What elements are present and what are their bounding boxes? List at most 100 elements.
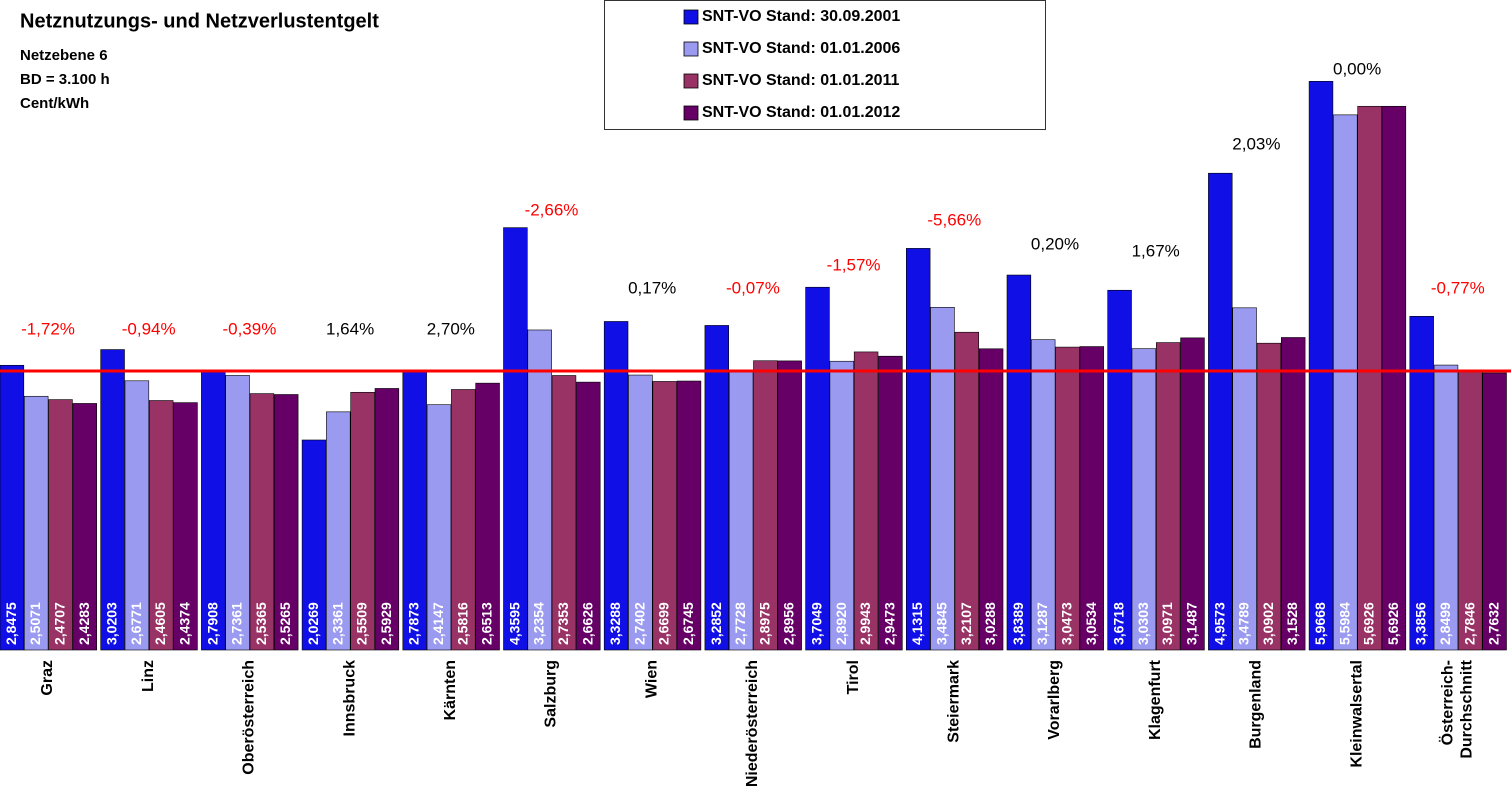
value-label: 2,7908 xyxy=(204,602,220,645)
value-label: 2,3361 xyxy=(329,602,345,645)
bar xyxy=(1031,339,1056,651)
bar xyxy=(1006,274,1032,651)
bar xyxy=(1333,114,1358,651)
value-label: 2,4605 xyxy=(152,602,168,645)
subtitle: BD = 3.100 h xyxy=(20,71,110,88)
x-tick-label: Wien xyxy=(643,660,660,698)
value-label: 3,7049 xyxy=(808,602,824,645)
bar xyxy=(676,380,702,651)
value-label: 2,4707 xyxy=(51,602,67,645)
annotation: -5,66% xyxy=(927,210,981,229)
value-label: 4,3595 xyxy=(506,602,522,645)
x-tick-label: Salzburg xyxy=(543,660,560,728)
bar xyxy=(954,331,980,651)
value-label: 2,7873 xyxy=(406,602,422,645)
annotation: -1,57% xyxy=(827,255,881,274)
bar xyxy=(576,381,601,651)
bar xyxy=(72,403,98,651)
annotation: 0,17% xyxy=(628,278,676,297)
value-label: 3,2354 xyxy=(531,602,547,645)
value-label: 5,6926 xyxy=(1385,602,1401,645)
x-tick-label: Graz xyxy=(39,660,56,696)
bar xyxy=(777,360,802,651)
value-label: 2,6513 xyxy=(479,602,495,645)
value-label: 3,0534 xyxy=(1083,602,1099,645)
value-label: 3,1528 xyxy=(1284,602,1300,645)
bar xyxy=(1357,105,1382,651)
subtitle: Cent/kWh xyxy=(20,95,89,112)
legend-label: SNT-VO Stand: 01.01.2012 xyxy=(702,104,900,121)
annotation: -0,07% xyxy=(726,278,780,297)
bar xyxy=(301,439,327,651)
x-tick-label: Niederösterreich xyxy=(744,660,761,787)
bar xyxy=(503,227,528,651)
value-label: 2,6745 xyxy=(680,602,696,645)
value-label: 2,5265 xyxy=(277,602,293,645)
bar xyxy=(1381,105,1407,651)
bar xyxy=(652,381,677,651)
x-tick-label: Klagenfurt xyxy=(1147,659,1164,740)
value-label: 2,9943 xyxy=(857,602,873,645)
value-label: 3,3856 xyxy=(1413,602,1429,645)
value-label: 2,7728 xyxy=(732,602,748,645)
bar xyxy=(551,375,577,651)
bar xyxy=(426,404,452,651)
value-label: 5,5984 xyxy=(1336,602,1352,645)
annotation: -0,39% xyxy=(222,319,276,338)
value-label: 2,7632 xyxy=(1486,602,1502,645)
legend-box xyxy=(604,0,1046,130)
bar xyxy=(527,329,552,651)
value-label: 2,6626 xyxy=(579,602,595,645)
bar xyxy=(0,364,25,651)
bar xyxy=(124,380,150,651)
legend-swatch xyxy=(683,41,699,57)
legend-swatch xyxy=(683,73,699,89)
annotation: -2,66% xyxy=(525,200,579,219)
bar xyxy=(1433,364,1459,651)
value-label: 3,2107 xyxy=(958,602,974,645)
x-tick-label: Steiermark xyxy=(946,660,963,743)
bar xyxy=(48,399,73,651)
legend-swatch xyxy=(683,105,699,121)
bar xyxy=(1079,346,1105,651)
bar xyxy=(149,400,174,651)
bar xyxy=(1055,346,1080,651)
bar xyxy=(475,382,500,651)
bar xyxy=(1208,172,1233,651)
value-label: 3,4789 xyxy=(1236,602,1252,645)
bar xyxy=(1107,289,1132,651)
value-label: 2,5365 xyxy=(253,602,269,645)
legend-label: SNT-VO Stand: 30.09.2001 xyxy=(702,8,900,25)
x-tick-label: Vorarlberg xyxy=(1046,660,1063,740)
bar xyxy=(451,389,476,651)
bar xyxy=(1409,315,1434,651)
bar xyxy=(249,393,275,651)
bar xyxy=(1180,337,1205,651)
value-label: 2,5816 xyxy=(454,602,470,645)
chart-title: Netznutzungs- und Netzverlustentgelt xyxy=(20,10,379,32)
bar xyxy=(853,351,879,651)
value-label: 2,5509 xyxy=(354,602,370,645)
value-label: 2,7402 xyxy=(631,602,647,645)
x-tick-label: Innsbruck xyxy=(341,660,358,737)
bar xyxy=(350,391,375,651)
bar xyxy=(1156,342,1181,651)
value-label: 2,5929 xyxy=(378,602,394,645)
value-label: 3,0971 xyxy=(1159,602,1175,645)
annotation: 2,03% xyxy=(1232,134,1280,153)
value-label: 3,0303 xyxy=(1135,602,1151,645)
bar xyxy=(603,321,629,651)
bar xyxy=(1232,307,1257,651)
value-label: 3,4845 xyxy=(933,602,949,645)
annotation: 1,64% xyxy=(326,319,374,338)
bar xyxy=(905,248,931,651)
bar xyxy=(930,306,955,651)
x-tick-label: Linz xyxy=(140,660,157,692)
x-tick-label: Kärnten xyxy=(442,660,459,720)
value-label: 3,6718 xyxy=(1111,602,1127,645)
bar xyxy=(273,394,299,651)
bar xyxy=(878,355,903,651)
annotation: -0,94% xyxy=(122,319,176,338)
bar xyxy=(1482,372,1507,651)
value-label: 4,9573 xyxy=(1211,602,1227,645)
